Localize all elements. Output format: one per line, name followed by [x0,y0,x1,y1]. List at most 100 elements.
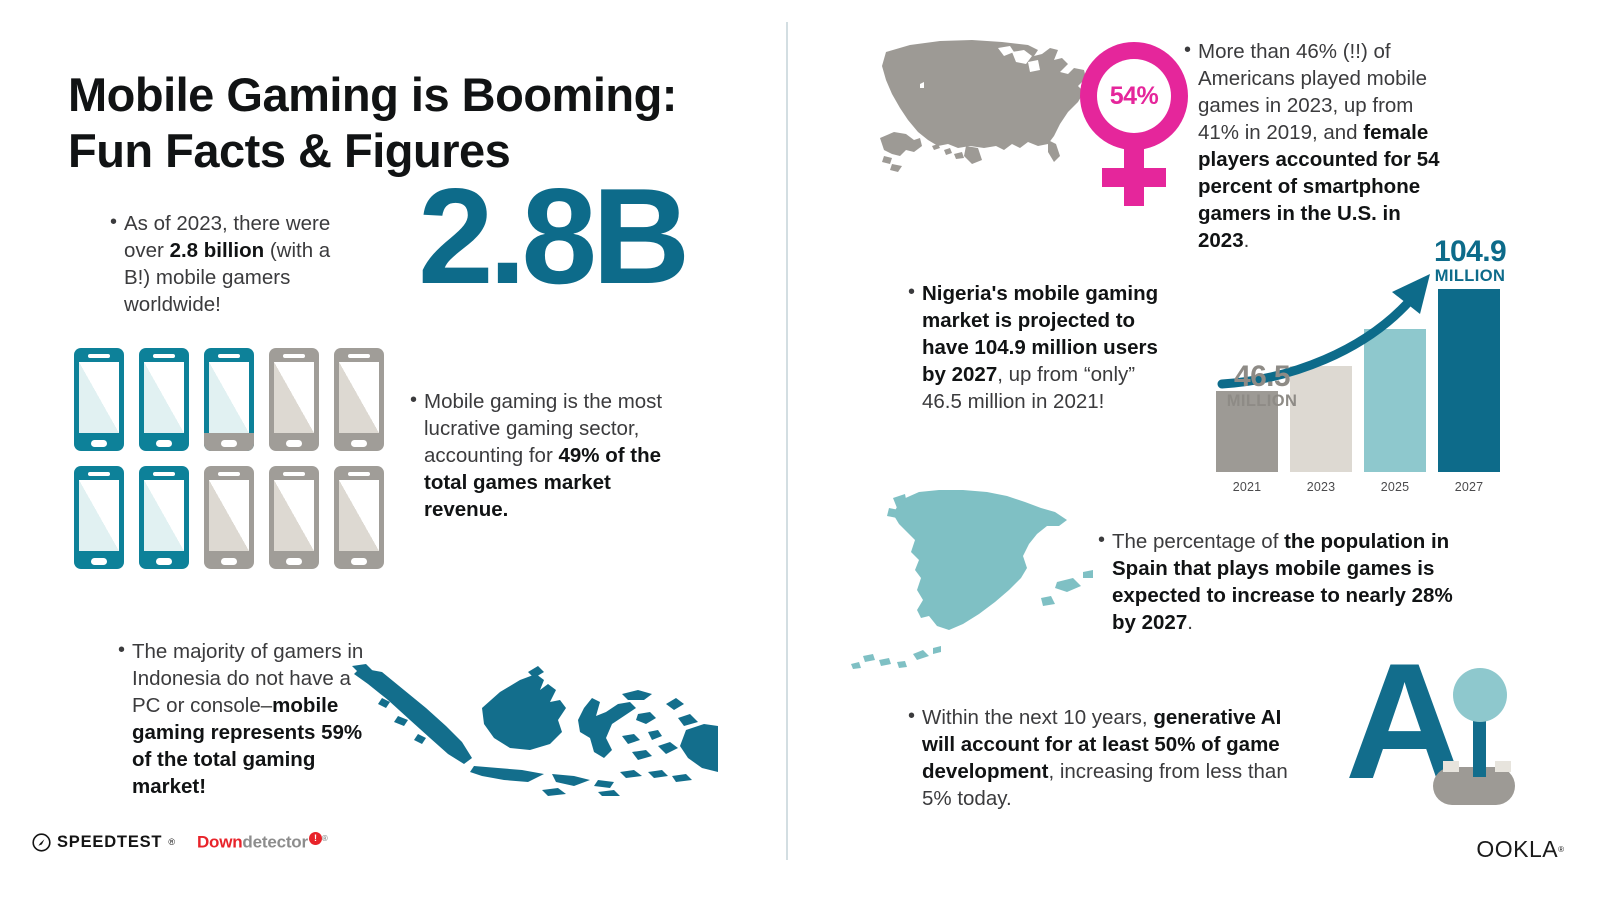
bullet-ai: • Within the next 10 years, generative A… [908,704,1294,812]
chart-label-start: 46.5 MILLION [1218,360,1306,410]
phone-speaker [283,472,305,476]
speedtest-wordmark: SPEEDTEST [57,832,163,851]
phone-home-button [156,440,172,447]
bullet-gamers-worldwide: • As of 2023, there were over 2.8 billio… [110,210,360,318]
phone-home-button [351,558,367,565]
chart-label-start-unit: MILLION [1226,391,1298,410]
joystick-button-right [1495,761,1511,772]
phone-speaker [218,354,240,358]
joystick-knob [1453,668,1507,722]
chart-label-end-unit: MILLION [1434,266,1506,285]
bullet-marker: • [1098,529,1106,551]
phone-screen [339,480,379,551]
bullet-indonesia-bold1: mobile gaming represents 59% of the tota… [132,694,363,799]
bullet-usa: • More than 46% (!!) of Americans played… [1184,38,1448,254]
phone-icon-empty-8 [204,466,254,569]
page-title-line2: Fun Facts & Figures [68,123,511,177]
phone-home-button [351,440,367,447]
phone-screen [144,362,184,433]
downdetector-logo: Downdetector! ® [197,832,328,853]
downdetector-alert-badge-icon: ! [308,832,322,845]
phone-icon-empty-4 [269,348,319,451]
ai-joystick-icon: A [1345,639,1515,810]
phone-icon-empty-10 [334,466,384,569]
phone-home-button [286,558,302,565]
downdetector-trademark: ® [321,834,328,843]
phone-home-button [91,440,107,447]
phone-home-button [221,558,237,565]
speedtest-trademark: ® [168,837,175,848]
bullet-marker: • [118,639,126,661]
phone-screen [144,480,184,551]
bullet-marker: • [1184,39,1192,61]
page-title: Mobile Gaming is Booming: Fun Facts & Fi… [68,67,728,178]
phone-home-button [156,558,172,565]
phone-screen [79,362,119,433]
chart-label-end: 104.9 MILLION [1418,235,1522,285]
bullet-usa-bold1: female players accounted for 54 percent … [1198,121,1440,253]
phone-icon-filled-2 [139,348,189,451]
bullet-usa-text2: . [1243,229,1250,253]
phone-speaker [348,354,370,358]
female-percent-label: 54% [1109,81,1159,110]
chart-label-end-value: 104.9 [1433,235,1507,268]
x-tick-2023: 2023 [1306,480,1336,494]
phone-icon-empty-5 [334,348,384,451]
bullet-indonesia: • The majority of gamers in Indonesia do… [118,638,370,800]
phone-speaker [283,354,305,358]
phone-screen [274,480,314,551]
bullet-gamers-worldwide-text2: (with a B!) mobile gamers worldwide! [124,239,331,317]
venus-cross [1102,168,1166,187]
phone-icon-filled-1 [74,348,124,451]
bar-2025 [1364,329,1426,472]
ookla-logo: OOKLA ® [1476,836,1564,863]
phone-home-button [221,440,237,447]
speedometer-icon [32,833,51,852]
phone-icon-filled-6 [74,466,124,569]
bullet-marker: • [110,211,118,233]
ookla-trademark: ® [1558,845,1564,854]
phone-speaker [218,472,240,476]
bullet-spain-bold1: the population in Spain that plays mobil… [1112,530,1453,635]
phone-screen [274,362,314,433]
phone-icon-partial-3 [204,348,254,451]
phone-screen [79,480,119,551]
chart-label-start-value: 46.5 [1234,360,1291,393]
spain-map-icon [845,478,1095,678]
phone-speaker [153,472,175,476]
venus-inner-circle: 54% [1097,59,1171,133]
phone-pictogram-grid [74,348,386,574]
bullet-spain-text1: The percentage of [1112,530,1285,553]
usa-map-icon [862,28,1124,193]
bullet-nigeria-text2: , up from “only” 46.5 million in 2021! [922,363,1136,414]
column-divider [786,22,788,860]
bullet-lucrative-sector: • Mobile gaming is the most lucrative ga… [410,388,675,523]
bullet-marker: • [908,281,916,303]
phone-speaker [348,472,370,476]
phone-icon-empty-9 [269,466,319,569]
bullet-marker: • [908,705,916,727]
bullet-gamers-worldwide-text1: As of 2023, there were over [124,212,331,263]
bullet-ai-text1: Within the next 10 years, [922,706,1154,729]
bullet-ai-bold1: generative AI will account for at least … [922,706,1282,784]
phone-screen [339,362,379,433]
bar-2027 [1438,289,1500,472]
downdetector-word-detector: detector [242,832,308,852]
bullet-marker: • [410,389,418,411]
x-tick-2027: 2027 [1454,480,1484,494]
indonesia-map-icon [322,646,718,796]
phone-speaker [153,354,175,358]
joystick-shaft [1473,717,1486,777]
speedtest-logo: SPEEDTEST ® [32,833,175,852]
bullet-gamers-worldwide-bold1: 2.8 billion [169,239,265,263]
bullet-spain-text2: . [1187,611,1193,635]
bullet-nigeria: • Nigeria's mobile gaming market is proj… [908,280,1170,415]
bullet-spain: • The percentage of the population in Sp… [1098,528,1454,636]
phone-home-button [286,440,302,447]
bullet-nigeria-bold1: Nigeria's mobile gaming market is projec… [922,282,1159,387]
bullet-indonesia-text1: The majority of gamers in Indonesia do n… [132,640,364,718]
bullet-lucrative-text1: Mobile gaming is the most lucrative gami… [424,390,663,468]
bullet-lucrative-bold1: 49% of the total games market revenue. [424,444,662,522]
page-title-line1: Mobile Gaming is Booming: [68,68,677,122]
